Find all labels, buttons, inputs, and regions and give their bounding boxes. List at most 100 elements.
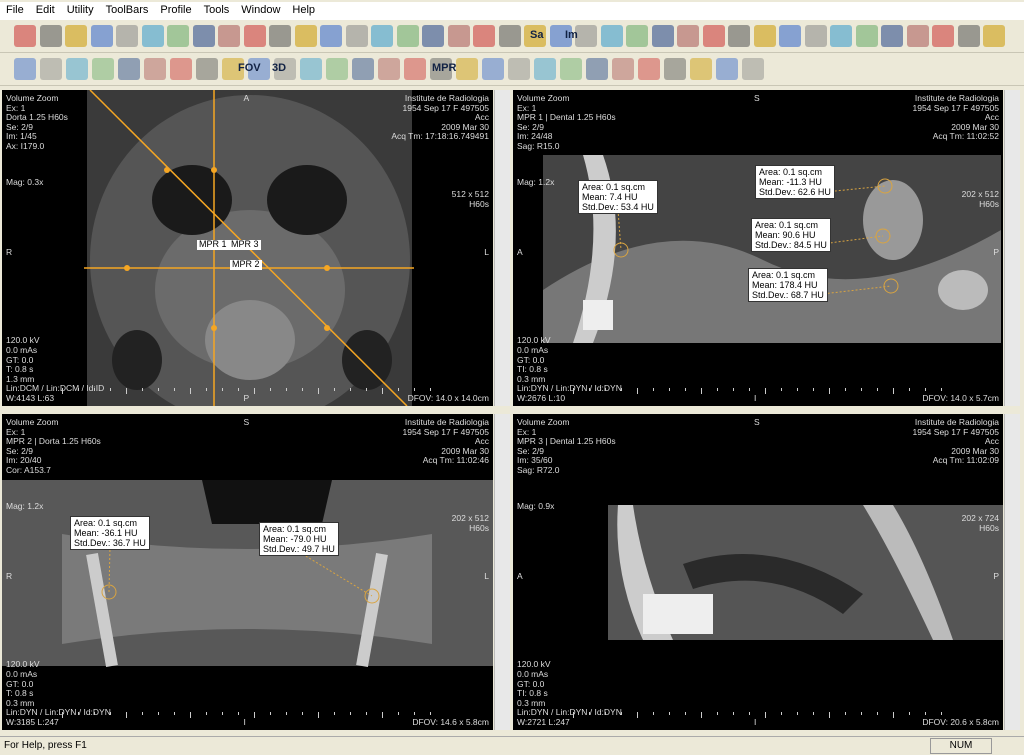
roi[interactable] xyxy=(883,278,899,294)
tool-button[interactable] xyxy=(855,25,878,47)
tool-button[interactable] xyxy=(600,25,623,47)
tool-button[interactable] xyxy=(804,25,827,47)
tool-button[interactable] xyxy=(222,58,244,80)
tool-button[interactable] xyxy=(320,25,342,47)
tool-button[interactable] xyxy=(498,25,521,47)
menu-item[interactable]: Profile xyxy=(160,4,192,16)
menu-item[interactable]: File xyxy=(6,4,24,16)
tool-button[interactable] xyxy=(575,25,597,47)
tool-label[interactable]: Sa xyxy=(530,29,544,41)
tool-button[interactable] xyxy=(742,58,764,80)
scrollbar[interactable] xyxy=(494,414,510,730)
tool-button[interactable] xyxy=(779,25,801,47)
tool-button[interactable] xyxy=(753,25,776,47)
scrollbar[interactable] xyxy=(494,90,510,406)
tool-button[interactable] xyxy=(14,25,36,47)
menu-item[interactable]: Tools xyxy=(203,4,230,16)
roi-annotation[interactable]: Area: 0.1 sq.cm Mean: -36.1 HU Std.Dev.: 3… xyxy=(70,516,150,550)
tool-button[interactable] xyxy=(638,58,660,80)
tool-button[interactable] xyxy=(447,25,470,47)
tool-button[interactable] xyxy=(40,58,62,80)
viewport-sagittal-3[interactable]: Volume Zoom Ex: 1 MPR 3 | Dental 1.25 H60s… xyxy=(513,414,1003,730)
roi-annotation[interactable]: Area: 0.1 sq.cm Mean: 7.4 HU Std.Dev.: 53.… xyxy=(578,180,658,214)
tool-button[interactable] xyxy=(626,25,648,47)
tool-button[interactable] xyxy=(167,25,189,47)
tool-button[interactable] xyxy=(300,58,322,80)
tool-button[interactable] xyxy=(326,58,348,80)
tool-button[interactable] xyxy=(651,25,674,47)
mpr-line-label[interactable]: MPR 3 xyxy=(229,239,261,250)
tool-button[interactable] xyxy=(664,58,686,80)
tool-button[interactable] xyxy=(371,25,393,47)
tool-button[interactable] xyxy=(456,58,478,80)
tool-button[interactable] xyxy=(218,25,240,47)
tool-button[interactable] xyxy=(248,58,270,80)
tool-button[interactable] xyxy=(473,25,495,47)
tool-button[interactable] xyxy=(430,58,452,80)
tool-button[interactable] xyxy=(274,58,296,80)
tool-button[interactable] xyxy=(144,58,166,80)
viewport-sagittal-1[interactable]: Volume Zoom Ex: 1 MPR 1 | Dental 1.25 H60s… xyxy=(513,90,1003,406)
tool-button[interactable] xyxy=(906,25,929,47)
tool-button[interactable] xyxy=(39,25,62,47)
tool-button[interactable] xyxy=(243,25,266,47)
roi[interactable] xyxy=(875,228,891,244)
tool-button[interactable] xyxy=(677,25,699,47)
tool-label[interactable]: FOV xyxy=(238,62,261,74)
tool-button[interactable] xyxy=(141,25,164,47)
tool-button[interactable] xyxy=(14,58,36,80)
tool-button[interactable] xyxy=(422,25,444,47)
menu-item[interactable]: Window xyxy=(241,4,281,16)
mpr-line-label[interactable]: MPR 1 xyxy=(197,239,229,250)
tool-button[interactable] xyxy=(690,58,712,80)
tool-button[interactable] xyxy=(881,25,903,47)
tool-button[interactable] xyxy=(534,58,556,80)
tool-button[interactable] xyxy=(345,25,368,47)
roi[interactable] xyxy=(101,584,117,600)
roi[interactable] xyxy=(613,242,629,258)
viewport-axial[interactable]: Volume Zoom Ex: 1 Dorta 1.25 H60s Se: 2/9 Im… xyxy=(2,90,493,406)
tool-button[interactable] xyxy=(396,25,419,47)
tool-button[interactable] xyxy=(549,25,572,47)
mpr-line-label[interactable]: MPR 2 xyxy=(230,259,262,270)
tool-button[interactable] xyxy=(66,58,88,80)
tool-button[interactable] xyxy=(830,25,852,47)
tool-button[interactable] xyxy=(116,25,138,47)
scrollbar[interactable] xyxy=(1004,90,1020,406)
menu-item[interactable]: Utility xyxy=(66,4,94,16)
tool-button[interactable] xyxy=(192,25,215,47)
roi[interactable] xyxy=(877,178,893,194)
viewport-coronal[interactable]: Volume Zoom Ex: 1 MPR 2 | Dorta 1.25 H60s S… xyxy=(2,414,493,730)
tool-button[interactable] xyxy=(404,58,426,80)
menu-item[interactable]: Help xyxy=(292,4,316,16)
tool-label[interactable]: Im xyxy=(565,29,578,41)
menu-item[interactable]: ToolBars xyxy=(105,4,149,16)
tool-button[interactable] xyxy=(508,58,530,80)
tool-button[interactable] xyxy=(118,58,140,80)
scrollbar[interactable] xyxy=(1004,414,1020,730)
tool-button[interactable] xyxy=(90,25,113,47)
tool-button[interactable] xyxy=(612,58,634,80)
roi-annotation[interactable]: Area: 0.1 sq.cm Mean: 178.4 HU Std.Dev.: 6… xyxy=(748,268,828,302)
menu-item[interactable]: Edit xyxy=(35,4,55,16)
tool-button[interactable] xyxy=(560,58,582,80)
tool-button[interactable] xyxy=(716,58,738,80)
tool-button[interactable] xyxy=(92,58,114,80)
tool-button[interactable] xyxy=(352,58,374,80)
tool-button[interactable] xyxy=(728,25,750,47)
roi-annotation[interactable]: Area: 0.1 sq.cm Mean: 90.6 HU Std.Dev.: 84… xyxy=(751,218,831,252)
tool-label[interactable]: MPR xyxy=(432,62,457,74)
tool-label[interactable]: 3D xyxy=(272,62,287,74)
tool-button[interactable] xyxy=(378,58,400,80)
roi-annotation[interactable]: Area: 0.1 sq.cm Mean: -11.3 HU Std.Dev.: 6… xyxy=(755,165,835,199)
tool-button[interactable] xyxy=(702,25,725,47)
tool-button[interactable] xyxy=(269,25,291,47)
tool-button[interactable] xyxy=(957,25,980,47)
tool-button[interactable] xyxy=(932,25,954,47)
tool-button[interactable] xyxy=(586,58,608,80)
tool-button[interactable] xyxy=(170,58,192,80)
roi[interactable] xyxy=(364,588,380,604)
tool-button[interactable] xyxy=(196,58,218,80)
tool-button[interactable] xyxy=(482,58,504,80)
tool-button[interactable] xyxy=(983,25,1005,47)
